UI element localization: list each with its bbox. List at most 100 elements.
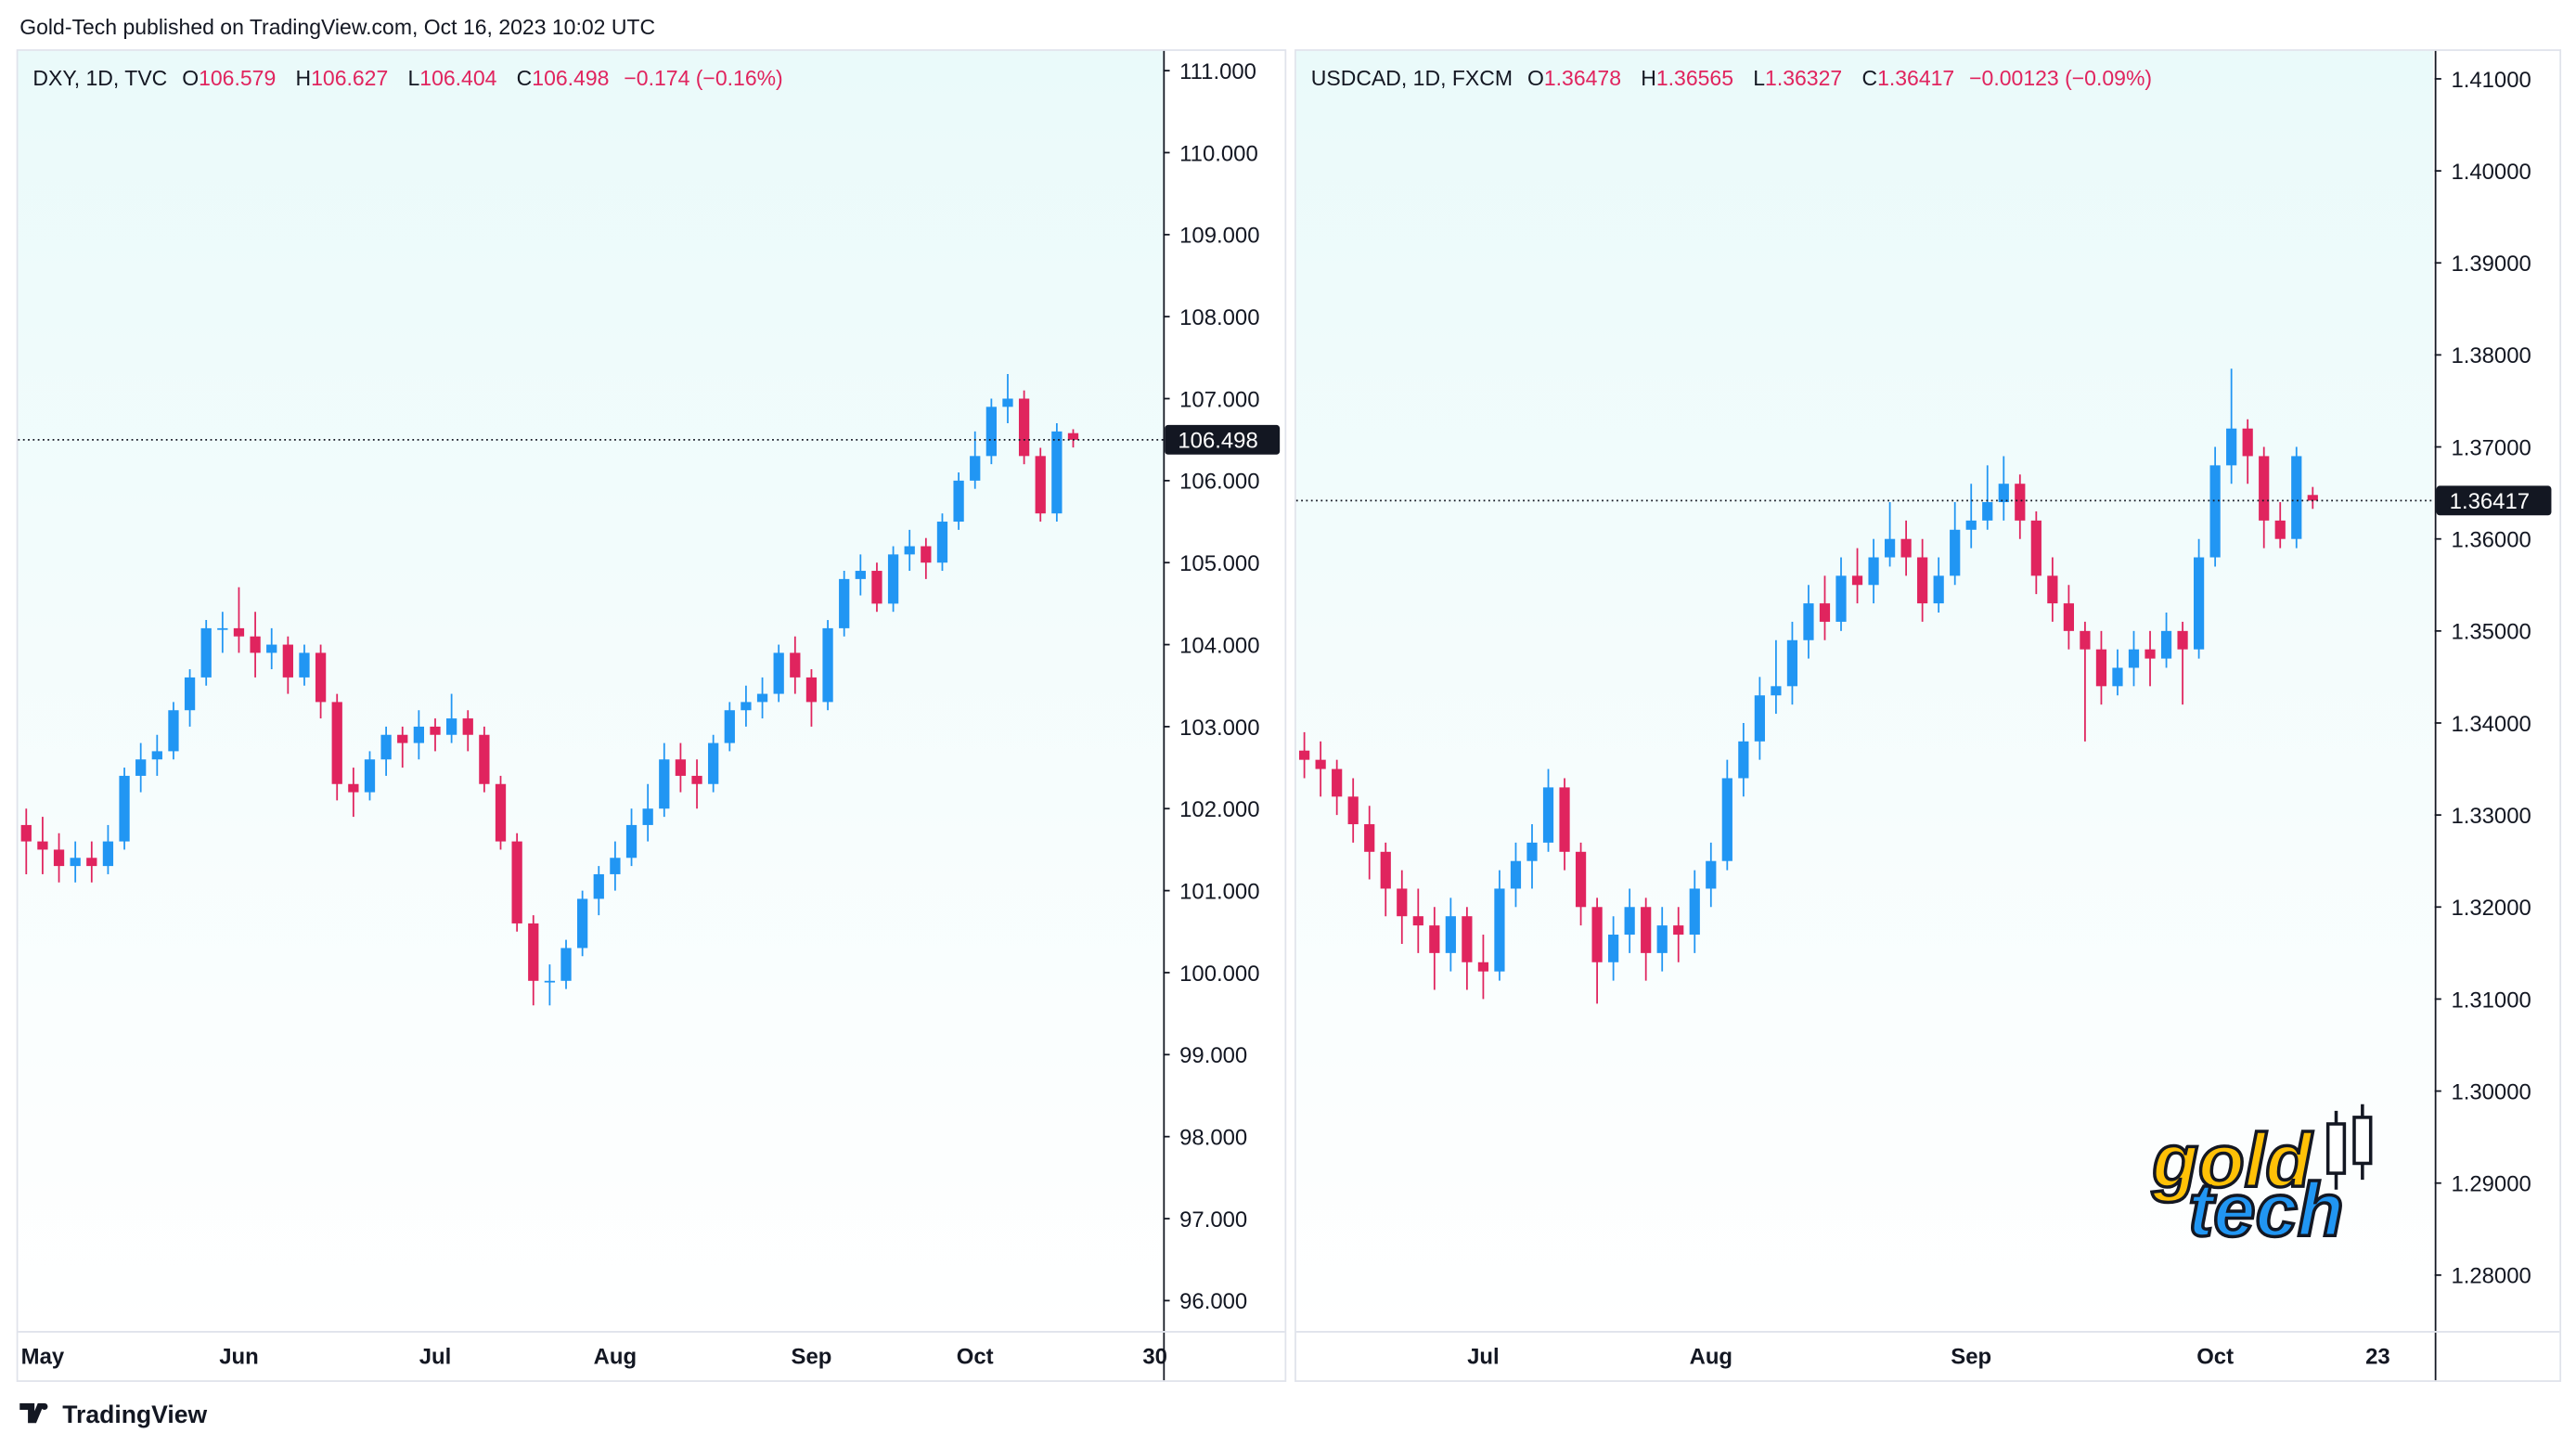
watermark-logo: gold tech: [2149, 1104, 2373, 1254]
publish-header: Gold-Tech published on TradingView.com, …: [19, 15, 655, 39]
candle-body: [2095, 649, 2107, 687]
candle-body: [233, 627, 245, 637]
candle-body: [1299, 750, 1310, 760]
candle-body: [756, 693, 768, 703]
candle-body: [1803, 603, 1814, 640]
y-tick-label: 1.28000: [2451, 1264, 2531, 1289]
y-tick-label: 102.000: [1179, 797, 1259, 822]
y-tick-label: 1.38000: [2451, 343, 2531, 368]
y-tick-label: 99.000: [1179, 1043, 1247, 1068]
candle-body: [397, 734, 408, 743]
candle-body: [1689, 888, 1700, 936]
candle-body: [593, 873, 604, 899]
y-tick-label: 106.000: [1179, 470, 1259, 495]
logo-candle: [2325, 1122, 2347, 1175]
y-tick-label: 96.000: [1179, 1289, 1247, 1314]
candle-body: [822, 627, 833, 703]
y-tick-label: 1.34000: [2451, 712, 2531, 737]
candle-body: [1950, 529, 1961, 576]
candle-body: [855, 571, 866, 579]
panel-border: [1294, 49, 2562, 1382]
candle-body: [642, 808, 653, 825]
y-tick-label: 1.39000: [2451, 252, 2531, 277]
candle-body: [1412, 916, 1423, 926]
y-tick-label: 109.000: [1179, 224, 1259, 249]
candle-body: [544, 980, 556, 983]
y-tick-label: 1.41000: [2451, 68, 2531, 93]
candle-body: [479, 734, 490, 784]
candle-body: [2030, 520, 2041, 576]
candle-body: [1035, 456, 1046, 514]
candle-body: [1673, 925, 1684, 936]
candle-body: [2160, 630, 2172, 659]
candle-body: [1494, 888, 1505, 972]
y-tick-label: 111.000: [1179, 59, 1256, 84]
candle-body: [724, 710, 735, 743]
x-tick-label: Jul: [419, 1344, 452, 1369]
candle-body: [528, 923, 539, 981]
candle-body: [20, 824, 32, 842]
candle-body: [1900, 538, 1912, 558]
candle-body: [805, 677, 818, 703]
y-tick-label: 1.40000: [2451, 160, 2531, 185]
candle-body: [266, 644, 277, 653]
y-tick-label: 107.000: [1179, 387, 1259, 412]
candle-body: [659, 759, 670, 809]
candle-body: [2226, 428, 2237, 466]
candle-body: [1835, 575, 1847, 622]
candle-body: [1738, 741, 1749, 779]
y-tick-label: 1.33000: [2451, 804, 2531, 829]
candle-body: [495, 783, 507, 842]
candle-body: [1608, 935, 1619, 962]
candle-body: [1315, 759, 1326, 769]
candle-body: [773, 652, 784, 694]
candle-body: [1868, 557, 1879, 586]
candle-body: [839, 578, 850, 628]
candle-body: [135, 759, 147, 776]
y-tick-label: 108.000: [1179, 305, 1259, 330]
watermark-text: tech: [2188, 1168, 2343, 1252]
legend-key: O: [1527, 66, 1544, 90]
candle-body: [331, 702, 342, 784]
legend: USDCAD, 1D, FXCM O1.36478 H1.36565 L1.36327…: [1311, 66, 2152, 90]
candle-body: [2193, 557, 2205, 650]
candle-body: [936, 522, 948, 563]
legend-value: 106.498: [532, 66, 609, 90]
candle-body: [970, 456, 981, 481]
plot-area: [18, 50, 1164, 1332]
legend-key: H: [1641, 66, 1656, 90]
candle-body: [2063, 603, 2074, 631]
candle-body: [413, 726, 425, 743]
candle-body: [2015, 484, 2026, 521]
candle-body: [790, 652, 801, 678]
candle-body: [1641, 907, 1652, 953]
last-price-label: 1.36417: [2450, 489, 2530, 514]
last-price-tag: [1165, 424, 1281, 455]
candle-body: [1771, 686, 1782, 696]
candle-body: [364, 759, 376, 793]
candle-body: [37, 841, 48, 850]
candle-body: [315, 652, 327, 703]
candle-body: [871, 571, 882, 604]
x-tick-label: Aug: [594, 1344, 637, 1369]
legend-symbol: DXY, 1D, TVC: [32, 66, 167, 90]
legend-value: 106.579: [199, 66, 276, 90]
candle-body: [1429, 925, 1440, 953]
candle-body: [625, 824, 638, 859]
candle-body: [1754, 695, 1765, 742]
candle-body: [1933, 575, 1944, 604]
candle-body: [1965, 520, 1977, 530]
legend-key: C: [517, 66, 533, 90]
plot-area: [1295, 50, 2433, 1332]
candle-body: [86, 858, 97, 867]
candle-body: [1462, 916, 1473, 962]
legend: DXY, 1D, TVC O106.579 H106.627 L106.404 C106…: [32, 66, 782, 90]
candle-body: [708, 742, 719, 784]
candle-body: [1347, 796, 1359, 825]
legend-key: L: [408, 66, 420, 90]
x-tick-label: Jun: [219, 1344, 258, 1369]
candle-body: [1624, 907, 1635, 936]
x-tick-label: Oct: [957, 1344, 994, 1369]
candle-body: [217, 627, 228, 630]
